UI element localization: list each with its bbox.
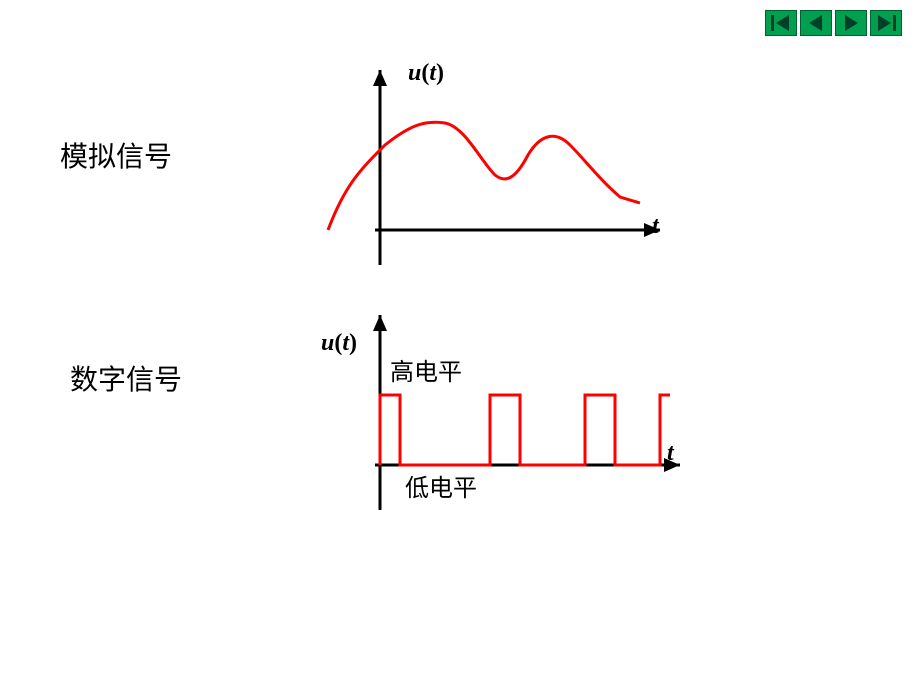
digital-signal-chart: u(t) t 高电平 低电平 — [295, 310, 695, 530]
low-level-label: 低电平 — [405, 468, 477, 503]
nav-prev-button[interactable] — [800, 10, 832, 36]
nav-button-group — [765, 10, 902, 36]
analog-chart-svg — [310, 55, 670, 270]
digital-signal-label: 数字信号 — [70, 358, 182, 398]
digital-x-axis-label: t — [667, 440, 674, 467]
analog-signal-label: 模拟信号 — [60, 135, 172, 175]
nav-last-button[interactable] — [870, 10, 902, 36]
analog-x-axis-label: t — [652, 213, 659, 240]
nav-first-button[interactable] — [765, 10, 797, 36]
digital-y-axis-label: u(t) — [321, 330, 357, 357]
analog-y-axis-label: u(t) — [408, 60, 444, 87]
nav-next-button[interactable] — [835, 10, 867, 36]
analog-signal-chart: u(t) t — [310, 55, 670, 270]
high-level-label: 高电平 — [390, 352, 462, 387]
